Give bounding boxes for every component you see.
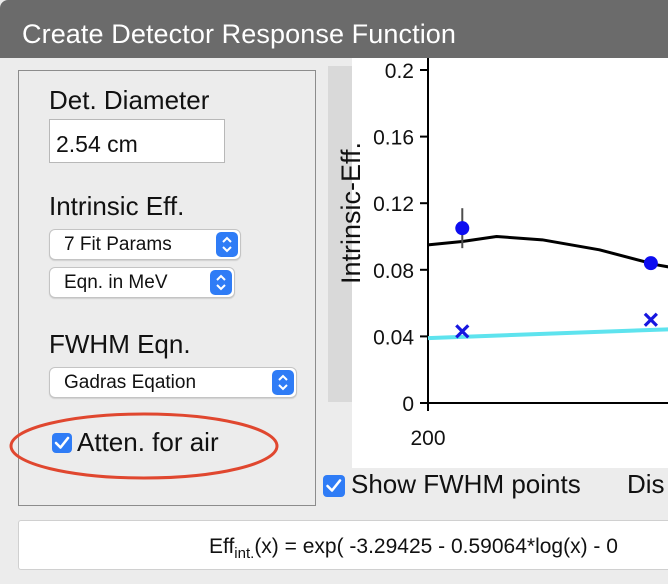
y-tick-label: 0.2 bbox=[385, 60, 414, 83]
atten-air-checkbox[interactable] bbox=[52, 433, 72, 453]
y-tick-label: 0.08 bbox=[373, 260, 414, 283]
y-tick-label: 0 bbox=[402, 393, 414, 416]
atten-air-label[interactable]: Atten. for air bbox=[77, 427, 219, 457]
formula-text: Effint.(x) = exp( -3.29425 - 0.59064*log… bbox=[209, 535, 618, 562]
x-tick-label: 200 bbox=[410, 427, 445, 450]
plot-background bbox=[352, 58, 668, 468]
ylabel-band bbox=[328, 66, 352, 402]
updown-chevron-icon bbox=[272, 370, 294, 395]
fit-params-select[interactable]: 7 Fit Params bbox=[49, 229, 241, 260]
show-fwhm-checkbox[interactable] bbox=[323, 475, 345, 497]
fwhm-fit-line bbox=[427, 327, 668, 341]
y-axis-label: Intrinsic-Eff. bbox=[336, 142, 366, 284]
efficiency-point bbox=[643, 256, 658, 271]
show-fwhm-label[interactable]: Show FWHM points bbox=[351, 469, 581, 499]
updown-chevron-icon bbox=[216, 232, 238, 257]
window-titlebar[interactable]: Create Detector Response Function bbox=[0, 0, 668, 58]
y-tick-label: 0.16 bbox=[373, 127, 414, 150]
y-tick-label: 0.12 bbox=[373, 193, 414, 216]
formula-prefix: Eff bbox=[209, 535, 235, 558]
formula-body: (x) = exp( -3.29425 - 0.59064*log(x) - 0 bbox=[254, 535, 618, 558]
window-title: Create Detector Response Function bbox=[22, 19, 457, 49]
det-diameter-input[interactable]: 2.54 cm bbox=[49, 119, 225, 163]
efficiency-point bbox=[455, 221, 470, 236]
fit-params-value: 7 Fit Params bbox=[64, 234, 172, 255]
updown-chevron-icon bbox=[210, 270, 232, 295]
fwhm-eqn-select[interactable]: Gadras Eqation bbox=[49, 367, 297, 398]
highlight-ring bbox=[9, 412, 279, 480]
fwhm-eqn-label: FWHM Eqn. bbox=[49, 329, 191, 359]
fwhm-point bbox=[643, 312, 658, 327]
eqn-units-select[interactable]: Eqn. in MeV bbox=[49, 267, 235, 298]
fwhm-point bbox=[455, 324, 470, 339]
eqn-units-value: Eqn. in MeV bbox=[64, 272, 168, 293]
display-option-label[interactable]: Dis bbox=[627, 469, 665, 499]
fwhm-eqn-value: Gadras Eqation bbox=[64, 372, 197, 393]
formula-display: Effint.(x) = exp( -3.29425 - 0.59064*log… bbox=[18, 520, 668, 570]
formula-subscript: int. bbox=[234, 545, 255, 563]
detector-settings-panel: Det. Diameter 2.54 cm Intrinsic Eff. 7 F… bbox=[18, 70, 316, 506]
intrinsic-eff-label: Intrinsic Eff. bbox=[49, 191, 185, 221]
det-diameter-label: Det. Diameter bbox=[49, 85, 210, 115]
efficiency-chart[interactable]: Intrinsic-Eff. 0 0.04 0.08 0.12 0.16 0.2 200 bbox=[328, 58, 668, 468]
y-tick-label: 0.04 bbox=[373, 326, 414, 349]
